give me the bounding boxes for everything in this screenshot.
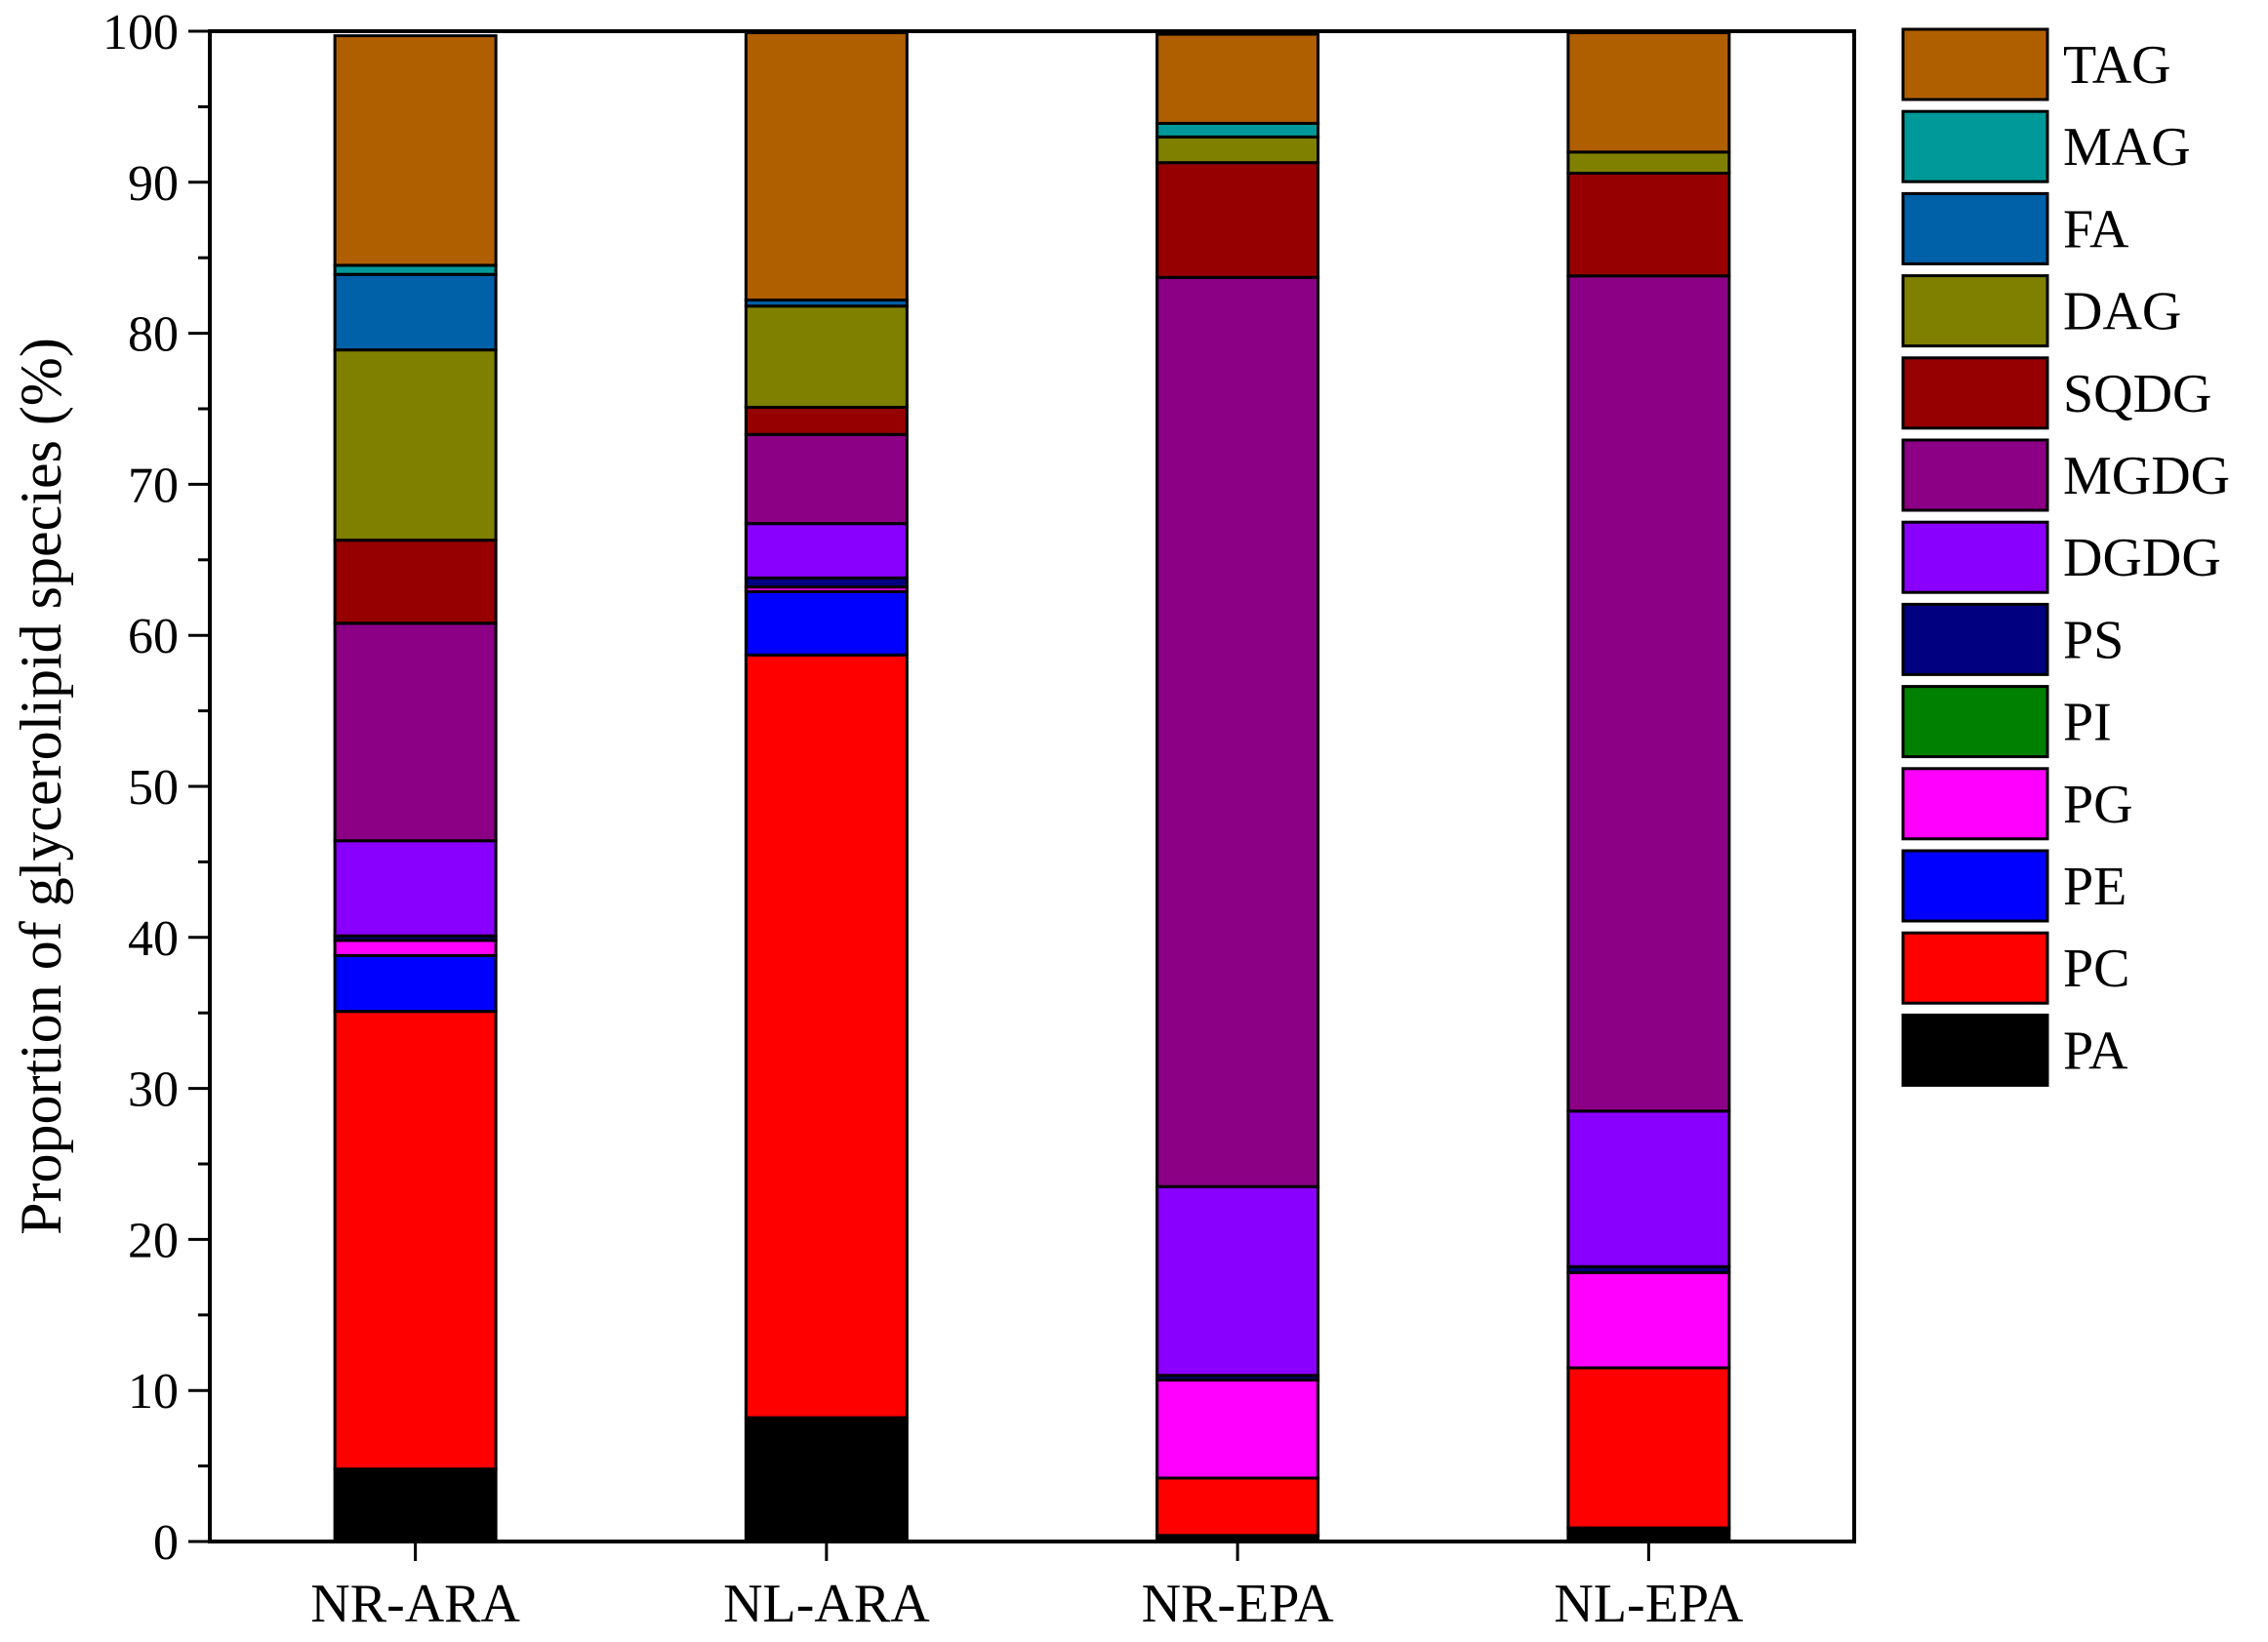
legend-swatch-dag <box>1901 274 2049 348</box>
bar-segment-nr-ara-pe <box>333 953 498 1014</box>
bar-segment-nl-epa-sqdg <box>1566 172 1731 278</box>
legend-label-sqdg: SQDG <box>2063 364 2211 424</box>
y-axis-label: Proportion of glycerolipid species (%) <box>9 338 73 1235</box>
y-tick-label-80: 80 <box>128 307 179 363</box>
legend-swatch-pe <box>1901 849 2049 923</box>
bar-segment-nr-ara-dgdg <box>333 839 498 938</box>
bar-segment-nr-epa-sqdg <box>1155 161 1320 279</box>
y-tick-label-30: 30 <box>128 1062 179 1118</box>
bar-segment-nl-epa-pg <box>1566 1270 1731 1370</box>
bar-segment-nr-ara-pa <box>333 1467 498 1543</box>
legend-swatch-fa <box>1901 191 2049 265</box>
y-tick-label-50: 50 <box>128 760 179 816</box>
bar-segment-nl-epa-pa <box>1566 1526 1731 1543</box>
legend-label-pa: PA <box>2063 1021 2128 1081</box>
bars-layer <box>333 31 1731 1543</box>
bar-segment-nl-epa-mgdg <box>1566 274 1731 1113</box>
legend-label-pe: PE <box>2063 857 2126 917</box>
bar-segment-nl-epa-dgdg <box>1566 1109 1731 1268</box>
bar-segment-nr-epa-mag <box>1155 121 1320 139</box>
legend-swatch-pg <box>1901 767 2049 841</box>
legend-label-mag: MAG <box>2063 117 2191 178</box>
bar-segment-nr-epa-pg <box>1155 1378 1320 1480</box>
bar-segment-nr-epa-pc <box>1155 1476 1320 1538</box>
legend-swatch-tag <box>1901 27 2049 101</box>
y-tick-label-90: 90 <box>128 156 179 212</box>
legend-swatch-mgdg <box>1901 438 2049 512</box>
x-tick-label-nl-epa: NL-EPA <box>1554 1574 1744 1634</box>
y-tick-label-40: 40 <box>128 911 179 967</box>
bar-segment-nr-ara-pc <box>333 1010 498 1471</box>
legend-swatch-dgdg <box>1901 520 2049 594</box>
legend-label-mgdg: MGDG <box>2063 446 2230 506</box>
legend-swatch-pi <box>1901 685 2049 759</box>
bar-segment-nl-epa-tag <box>1566 31 1731 154</box>
legend-swatch-mag <box>1901 109 2049 183</box>
bar-segment-nr-ara-dag <box>333 348 498 542</box>
y-axis-ticks: 0 10 20 30 40 50 60 70 80 90 100 <box>102 5 210 1571</box>
bar-segment-nl-ara-dag <box>744 304 909 409</box>
legend-swatch-ps <box>1901 602 2049 676</box>
legend-label-fa: FA <box>2063 199 2129 260</box>
x-tick-label-nl-ara: NL-ARA <box>723 1574 930 1634</box>
bar-segment-nl-ara-sqdg <box>744 405 909 436</box>
bar-segment-nr-ara-fa <box>333 272 498 352</box>
bar-segment-nr-epa-dag <box>1155 135 1320 165</box>
bar-segment-nr-epa-tag <box>1155 32 1320 125</box>
legend-swatch-sqdg <box>1901 356 2049 430</box>
bar-segment-nl-ara-tag <box>744 31 909 302</box>
legend-label-tag: TAG <box>2063 35 2171 96</box>
x-axis-ticks: NR-ARA NL-ARA NR-EPA NL-EPA <box>310 1542 1744 1634</box>
legend-label-dag: DAG <box>2063 282 2181 342</box>
bar-segment-nr-epa-dgdg <box>1155 1184 1320 1378</box>
bar-segment-nl-ara-mgdg <box>744 432 909 526</box>
bar-segment-nl-epa-pc <box>1566 1366 1731 1530</box>
y-tick-label-0: 0 <box>153 1515 179 1571</box>
legend-swatch-pa <box>1901 1013 2049 1087</box>
x-tick-label-nr-ara: NR-ARA <box>310 1574 520 1634</box>
bar-segment-nr-ara-mgdg <box>333 621 498 843</box>
bar-segment-nr-epa-mgdg <box>1155 275 1320 1188</box>
y-tick-label-10: 10 <box>128 1364 179 1420</box>
legend: TAG MAG FA DAG SQDG MGDG DGDG PS PI PG PE PC PA <box>1901 27 2230 1087</box>
legend-label-pi: PI <box>2063 693 2112 753</box>
bar-segment-nl-ara-pc <box>744 653 909 1420</box>
bar-segment-nl-epa-dag <box>1566 150 1731 176</box>
bar-segment-nr-ara-sqdg <box>333 539 498 625</box>
y-tick-label-100: 100 <box>102 5 179 60</box>
y-tick-label-70: 70 <box>128 458 179 513</box>
y-tick-label-60: 60 <box>128 609 179 664</box>
bar-segment-nl-ara-pa <box>744 1416 909 1543</box>
bar-segment-nl-ara-pe <box>744 589 909 657</box>
legend-label-pg: PG <box>2063 775 2133 835</box>
bar-segment-nr-ara-pg <box>333 939 498 957</box>
bar-segment-nl-ara-dgdg <box>744 522 909 580</box>
legend-swatch-pc <box>1901 931 2049 1005</box>
y-tick-label-20: 20 <box>128 1213 179 1268</box>
legend-label-ps: PS <box>2063 610 2124 670</box>
legend-label-dgdg: DGDG <box>2063 528 2221 588</box>
legend-label-pc: PC <box>2063 939 2130 999</box>
bar-segment-nr-ara-tag <box>333 34 498 267</box>
x-tick-label-nr-epa: NR-EPA <box>1142 1574 1335 1634</box>
